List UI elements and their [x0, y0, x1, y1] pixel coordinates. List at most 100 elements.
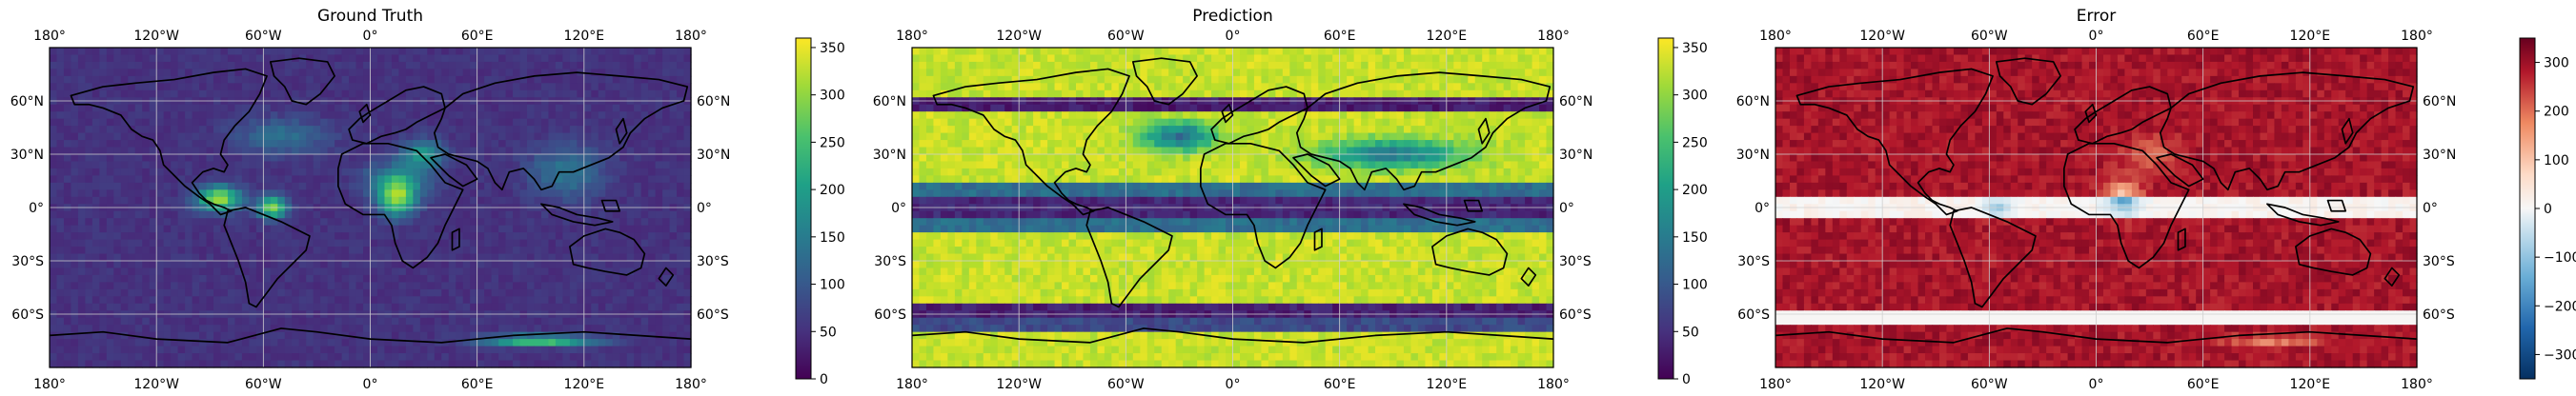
lon-tick-label-top: 180° [675, 29, 707, 44]
lon-tick-label-bottom: 60°W [1107, 377, 1145, 392]
lon-tick-label-top: 60°E [461, 29, 494, 44]
lat-tick-label-right: 30°S [697, 254, 729, 269]
colorbar-tick-label: 200 [2544, 105, 2569, 120]
lat-tick-label-right: 30°N [1559, 148, 1592, 163]
lon-tick-label-top: 180° [1759, 29, 1792, 44]
panel-error: Error 180° 180° 120°W 120°W 60°W 60°W 0° 0° 60°E 6… [1736, 7, 2576, 392]
lat-tick-label-right: 60°N [1559, 94, 1592, 109]
lon-tick-label-bottom: 60°E [1324, 377, 1356, 392]
colorbar-tick-label: 100 [2544, 153, 2569, 168]
panel-title: Prediction [1192, 7, 1272, 26]
lat-tick-label-left: 60°N [10, 94, 44, 109]
lat-tick-label-left: 60°S [874, 307, 906, 323]
lat-tick-label-right: 0° [697, 201, 712, 216]
lat-tick-label-left: 0° [29, 201, 44, 216]
colorbar-tick-label: 350 [820, 41, 845, 56]
colorbar-tick-label: 300 [1682, 89, 1708, 104]
lat-tick-label-right: 60°N [697, 94, 730, 109]
lon-tick-label-top: 180° [1537, 29, 1570, 44]
lon-tick-label-top: 0° [363, 29, 378, 44]
lon-tick-label-bottom: 120°W [1859, 377, 1905, 392]
colorbar-gradient [1657, 37, 1674, 380]
lon-tick-label-bottom: 120°E [564, 377, 605, 392]
lon-tick-label-bottom: 60°E [2187, 377, 2220, 392]
lon-tick-label-top: 0° [1226, 29, 1241, 44]
colorbar-tick-label: −100 [2544, 250, 2576, 266]
colorbar-tick-label: 100 [820, 278, 845, 293]
lon-tick-label-top: 120°E [1427, 29, 1468, 44]
map-gridlines [50, 48, 691, 367]
lon-tick-label-top: 120°E [564, 29, 605, 44]
lat-tick-label-left: 60°N [873, 94, 906, 109]
lon-tick-label-bottom: 120°E [2290, 377, 2331, 392]
colorbar-tick-label: 300 [820, 89, 845, 104]
lat-tick-label-right: 30°N [2423, 148, 2456, 163]
lat-tick-label-left: 0° [1755, 201, 1770, 216]
colorbar-tick-label: 150 [1682, 230, 1708, 246]
lat-tick-label-right: 30°N [697, 148, 730, 163]
lon-tick-label-top: 120°E [2290, 29, 2331, 44]
lon-tick-label-top: 120°W [133, 29, 179, 44]
map-frame [49, 47, 692, 368]
colorbar-tick-label: 200 [820, 183, 845, 198]
lon-tick-label-bottom: 120°E [1427, 377, 1468, 392]
colorbar-tick-label: 50 [1682, 325, 1699, 340]
lon-tick-label-bottom: 0° [363, 377, 378, 392]
map-frame [1775, 47, 2418, 368]
map-gridlines [912, 48, 1553, 367]
colorbar-tick-label: 150 [820, 230, 845, 246]
lat-tick-label-right: 0° [1559, 201, 1574, 216]
lon-tick-label-bottom: 180° [1759, 377, 1792, 392]
panel-title: Ground Truth [317, 7, 423, 26]
lon-tick-label-bottom: 120°W [996, 377, 1042, 392]
panel-title: Error [2077, 7, 2116, 26]
panel-ground-truth: Ground Truth 180° 180° 120°W 120°W 60°W 60°W 0°… [10, 7, 845, 392]
lon-tick-label-bottom: 0° [1226, 377, 1241, 392]
lat-tick-label-right: 30°S [2423, 254, 2455, 269]
map-raster [50, 48, 692, 368]
lon-tick-label-top: 120°W [996, 29, 1042, 44]
colorbar-tick-label: −300 [2544, 347, 2576, 363]
panel-prediction: Prediction 180° 180° 120°W 120°W 60°W 60°W 0° 0°… [873, 7, 1708, 392]
colorbar: 0 50 100 150 200 250 300 350 [1657, 37, 1708, 387]
map-frame [911, 47, 1554, 368]
lon-tick-label-top: 60°W [245, 29, 282, 44]
lat-tick-label-right: 60°N [2423, 94, 2456, 109]
lon-tick-label-top: 60°W [1971, 29, 2008, 44]
colorbar-tick-label: 250 [820, 135, 845, 150]
lat-tick-label-right: 60°S [1559, 307, 1592, 323]
lat-tick-label-left: 30°S [11, 254, 44, 269]
lat-tick-label-right: 60°S [2423, 307, 2455, 323]
lat-tick-label-left: 30°N [1736, 148, 1770, 163]
lat-tick-label-left: 0° [891, 201, 906, 216]
lat-tick-label-right: 60°S [697, 307, 729, 323]
lon-tick-label-top: 120°W [1859, 29, 1905, 44]
lon-tick-label-bottom: 120°W [133, 377, 179, 392]
colorbar-tick-label: 300 [2544, 56, 2569, 71]
lat-tick-label-left: 30°N [873, 148, 906, 163]
lat-tick-label-left: 60°N [1736, 94, 1770, 109]
lat-tick-label-right: 0° [2423, 201, 2438, 216]
lon-tick-label-bottom: 180° [896, 377, 928, 392]
lat-tick-label-left: 30°S [874, 254, 906, 269]
colorbar-tick-label: 200 [1682, 183, 1708, 198]
lon-tick-label-top: 0° [2089, 29, 2104, 44]
colorbar-tick-label: 350 [1682, 41, 1708, 56]
lon-tick-label-bottom: 180° [33, 377, 66, 392]
lon-tick-label-bottom: 180° [1537, 377, 1570, 392]
colorbar: −300 −200 −100 0 100 200 300 [2519, 37, 2576, 380]
lon-tick-label-bottom: 0° [2089, 377, 2104, 392]
map-gridlines [1775, 48, 2417, 367]
lon-tick-label-bottom: 60°E [461, 377, 494, 392]
colorbar: 0 50 100 150 200 250 300 350 [795, 37, 845, 387]
colorbar-gradient [795, 37, 812, 380]
lat-tick-label-left: 30°S [1737, 254, 1770, 269]
colorbar-tick-label: 0 [2544, 202, 2552, 217]
colorbar-tick-label: 50 [820, 325, 837, 340]
colorbar-tick-label: −200 [2544, 299, 2576, 314]
lat-tick-label-right: 30°S [1559, 254, 1592, 269]
lon-tick-label-top: 60°E [2187, 29, 2220, 44]
lon-tick-label-top: 180° [896, 29, 928, 44]
lon-tick-label-top: 180° [2401, 29, 2433, 44]
